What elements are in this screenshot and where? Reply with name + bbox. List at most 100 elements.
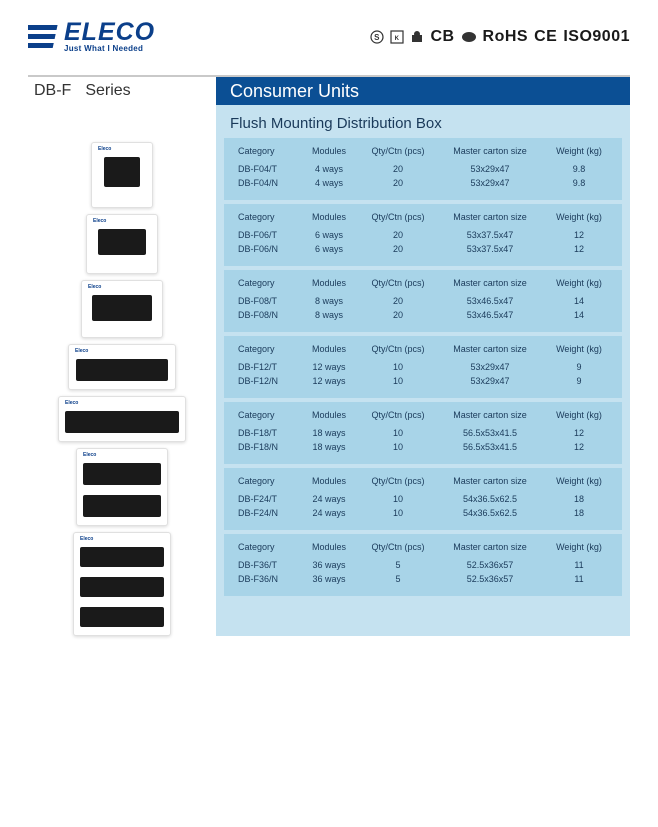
cell: 36 ways — [298, 560, 360, 570]
iso-mark: ISO9001 — [563, 28, 630, 46]
col-header-c4: Master carton size — [436, 542, 544, 552]
col-header-c2: Modules — [298, 542, 360, 552]
col-header-c3: Qty/Ctn (pcs) — [360, 278, 436, 288]
s-mark-icon: S — [370, 30, 384, 44]
col-header-c5: Weight (kg) — [544, 212, 614, 222]
cell: 53x37.5x47 — [436, 244, 544, 254]
cell: 9.8 — [544, 178, 614, 188]
col-header-c2: Modules — [298, 212, 360, 222]
cell: 9.8 — [544, 164, 614, 174]
cell: 54x36.5x62.5 — [436, 494, 544, 504]
product-brand-label: Eleco — [75, 348, 88, 354]
col-header-c2: Modules — [298, 410, 360, 420]
cell: 53x46.5x47 — [436, 310, 544, 320]
cell: 10 — [360, 428, 436, 438]
cell: 52.5x36x57 — [436, 560, 544, 570]
cell: 12 — [544, 244, 614, 254]
spec-row: DB-F24/T24 ways1054x36.5x62.518 — [228, 492, 618, 506]
product-brand-label: Eleco — [98, 146, 111, 152]
cell: 10 — [360, 508, 436, 518]
logo-name: ELECO — [64, 20, 155, 45]
cell: 20 — [360, 296, 436, 306]
spec-row: DB-F18/T18 ways1056.5x53x41.512 — [228, 426, 618, 440]
title-row: DB-F Series Consumer Units — [28, 77, 630, 105]
spec-row: DB-F06/N6 ways2053x37.5x4712 — [228, 242, 618, 256]
spec-tables-column: CategoryModulesQty/Ctn (pcs)Master carto… — [216, 138, 630, 636]
cell: DB-F04/T — [228, 164, 298, 174]
cell: 5 — [360, 574, 436, 584]
cell: 12 ways — [298, 376, 360, 386]
cell: 14 — [544, 296, 614, 306]
product-window — [83, 463, 161, 485]
cell: DB-F36/T — [228, 560, 298, 570]
col-header-c4: Master carton size — [436, 344, 544, 354]
product-image: Eleco — [86, 214, 158, 274]
svg-text:S: S — [375, 33, 381, 42]
cell: 53x29x47 — [436, 164, 544, 174]
logo-stripes-icon — [28, 23, 58, 51]
product-window — [80, 577, 164, 597]
catalog-page: ELECO Just What I Needed S K CB RoHS CE … — [0, 0, 658, 646]
spec-header-row: CategoryModulesQty/Ctn (pcs)Master carto… — [228, 474, 618, 492]
spec-block: CategoryModulesQty/Ctn (pcs)Master carto… — [224, 534, 622, 596]
cell: 20 — [360, 178, 436, 188]
cell: 53x37.5x47 — [436, 230, 544, 240]
cell: 53x29x47 — [436, 362, 544, 372]
col-header-c4: Master carton size — [436, 410, 544, 420]
spec-header-row: CategoryModulesQty/Ctn (pcs)Master carto… — [228, 540, 618, 558]
product-brand-label: Eleco — [80, 536, 93, 542]
cell: DB-F24/T — [228, 494, 298, 504]
spec-row: DB-F04/T4 ways2053x29x479.8 — [228, 162, 618, 176]
logo: ELECO Just What I Needed — [28, 20, 155, 53]
col-header-c1: Category — [228, 344, 298, 354]
col-header-c2: Modules — [298, 344, 360, 354]
product-image: Eleco — [58, 396, 186, 442]
spec-row: DB-F12/T12 ways1053x29x479 — [228, 360, 618, 374]
cell: 20 — [360, 310, 436, 320]
cell: DB-F08/N — [228, 310, 298, 320]
col-header-c3: Qty/Ctn (pcs) — [360, 212, 436, 222]
spec-header-row: CategoryModulesQty/Ctn (pcs)Master carto… — [228, 144, 618, 162]
cell: DB-F18/N — [228, 442, 298, 452]
col-header-c4: Master carton size — [436, 212, 544, 222]
spec-row: DB-F36/N36 ways552.5x36x5711 — [228, 572, 618, 586]
cell: 20 — [360, 244, 436, 254]
col-header-c4: Master carton size — [436, 476, 544, 486]
col-header-c3: Qty/Ctn (pcs) — [360, 146, 436, 156]
cell: 12 — [544, 442, 614, 452]
cell: 9 — [544, 362, 614, 372]
cell: 12 — [544, 230, 614, 240]
product-window — [104, 157, 140, 187]
subtitle: Flush Mounting Distribution Box — [216, 105, 630, 138]
cell: 18 ways — [298, 428, 360, 438]
spec-row: DB-F08/N8 ways2053x46.5x4714 — [228, 308, 618, 322]
product-image: Eleco — [76, 448, 168, 526]
cell: 18 ways — [298, 442, 360, 452]
spec-row: DB-F08/T8 ways2053x46.5x4714 — [228, 294, 618, 308]
col-header-c5: Weight (kg) — [544, 476, 614, 486]
spec-row: DB-F04/N4 ways2053x29x479.8 — [228, 176, 618, 190]
cell: 10 — [360, 362, 436, 372]
cell: DB-F08/T — [228, 296, 298, 306]
spec-block: CategoryModulesQty/Ctn (pcs)Master carto… — [224, 138, 622, 200]
col-header-c2: Modules — [298, 146, 360, 156]
col-header-c1: Category — [228, 410, 298, 420]
product-image: Eleco — [91, 142, 153, 208]
cell: 24 ways — [298, 494, 360, 504]
spec-block: CategoryModulesQty/Ctn (pcs)Master carto… — [224, 270, 622, 332]
spec-header-row: CategoryModulesQty/Ctn (pcs)Master carto… — [228, 342, 618, 360]
product-window — [80, 607, 164, 627]
col-header-c2: Modules — [298, 476, 360, 486]
product-window — [92, 295, 152, 321]
product-window — [80, 547, 164, 567]
spec-row: DB-F24/N24 ways1054x36.5x62.518 — [228, 506, 618, 520]
cell: 24 ways — [298, 508, 360, 518]
cell: 4 ways — [298, 164, 360, 174]
category-title: Consumer Units — [216, 77, 630, 105]
col-header-c1: Category — [228, 146, 298, 156]
cell: 53x46.5x47 — [436, 296, 544, 306]
cell: 52.5x36x57 — [436, 574, 544, 584]
product-window — [76, 359, 168, 381]
product-image: Eleco — [81, 280, 163, 338]
series-label: Series — [85, 82, 130, 100]
